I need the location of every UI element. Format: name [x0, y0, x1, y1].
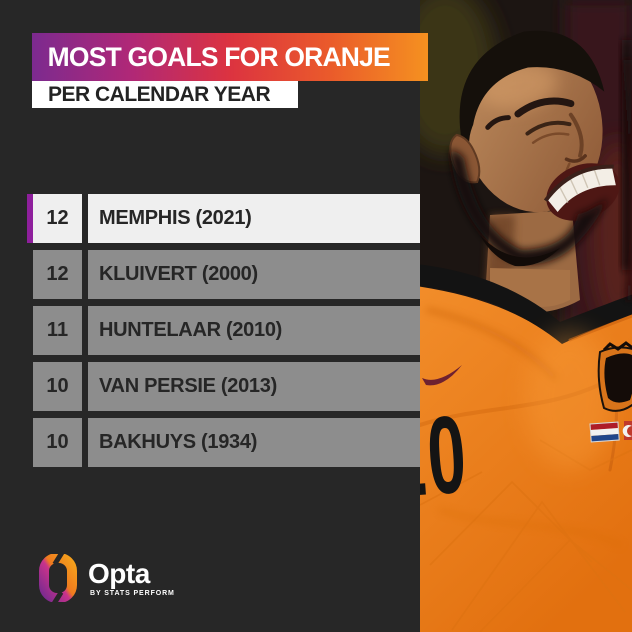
highlight-accent-bar: [27, 194, 33, 243]
nike-swoosh-icon: [422, 365, 462, 386]
player-chin-beard: [480, 235, 560, 267]
jersey: [420, 264, 632, 632]
knvb-crest-icon: [597, 341, 632, 412]
row-goals: 10: [33, 362, 82, 411]
row-goals: 12: [33, 194, 82, 243]
row-goals: 10: [33, 418, 82, 467]
jersey-number: 10: [420, 393, 472, 521]
player-photo: 10: [420, 0, 632, 632]
player-upper-lip: [543, 164, 614, 202]
player-hair: [459, 30, 605, 153]
opta-brand-subtext: BY STATS PERFORM: [90, 589, 175, 597]
player-eyebrow-far: [485, 115, 511, 130]
arm-shadow: [623, 60, 632, 300]
opta-brand-name: Opta: [88, 557, 150, 589]
player-photo-illustration: 10: [420, 0, 632, 632]
title-banner: MOST GOALS FOR ORANJE: [32, 33, 428, 81]
player-teeth: [546, 168, 616, 212]
player-nose: [568, 112, 584, 158]
row-player: HUNTELAAR (2010): [88, 306, 420, 355]
table-row: 10 VAN PERSIE (2013): [33, 362, 420, 411]
table-row: 12 KLUIVERT (2000): [33, 250, 420, 299]
row-player: KLUIVERT (2000): [88, 250, 420, 299]
player-beard: [450, 150, 608, 265]
netherlands-flag-icon: [589, 421, 620, 443]
player-nostril: [564, 154, 587, 163]
row-player: BAKHUYS (1934): [88, 418, 420, 467]
table-row: 10 BAKHUYS (1934): [33, 418, 420, 467]
table-row: 12 MEMPHIS (2021): [27, 194, 420, 243]
player-eyebrow: [514, 97, 575, 118]
opta-brand: Opta BY STATS PERFORM: [38, 554, 175, 602]
page-title: MOST GOALS FOR ORANJE: [47, 41, 391, 72]
row-player: VAN PERSIE (2013): [88, 362, 420, 411]
table-row: 11 HUNTELAAR (2010): [33, 306, 420, 355]
row-goals: 12: [33, 250, 82, 299]
row-goals: 11: [33, 306, 82, 355]
player-eye: [525, 120, 572, 136]
player-eye-crease: [531, 132, 570, 144]
turkey-flag-icon: [622, 421, 632, 440]
player-head: [449, 30, 605, 213]
jersey-collar: [420, 264, 632, 344]
page-subtitle: PER CALENDAR YEAR: [48, 82, 271, 106]
opta-logo-icon: [39, 554, 77, 602]
subtitle-banner: PER CALENDAR YEAR: [32, 81, 298, 108]
row-player: MEMPHIS (2021): [88, 194, 420, 243]
ranking-table: 12 MEMPHIS (2021) 12 KLUIVERT (2000) 11 …: [27, 194, 420, 474]
